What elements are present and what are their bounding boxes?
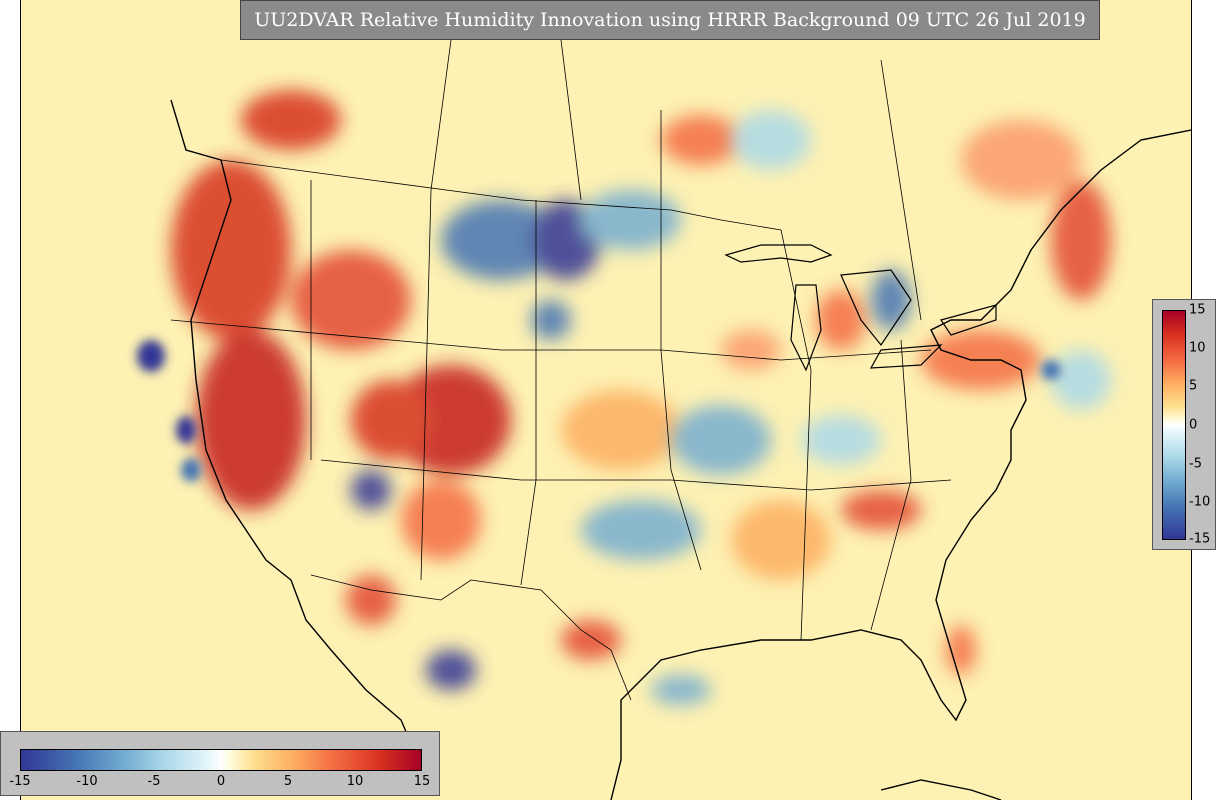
- vertical-colorbar-ramp: [1162, 310, 1186, 540]
- vertical-colorbar-tick: 0: [1189, 417, 1198, 433]
- horizontal-colorbar-tick: 0: [216, 774, 226, 789]
- vertical-colorbar-tick: 10: [1189, 340, 1206, 356]
- vertical-colorbar-tick: -10: [1189, 494, 1211, 510]
- horizontal-colorbar-ramp: [20, 749, 422, 771]
- positive-innovation-field: [171, 90, 1111, 675]
- vertical-colorbar-tick: -15: [1189, 531, 1211, 547]
- great-lakes: [724, 244, 997, 372]
- vertical-colorbar-tick: 15: [1189, 302, 1206, 318]
- horizontal-colorbar-tick: 5: [283, 774, 293, 789]
- horizontal-colorbar-tick: 15: [413, 774, 431, 789]
- horizontal-colorbar: -15 -10 -5 0 5 10 15: [0, 731, 440, 796]
- vertical-colorbar-tick: 5: [1189, 378, 1198, 394]
- horizontal-colorbar-tick: -5: [147, 774, 161, 789]
- horizontal-colorbar-tick: -15: [9, 774, 31, 789]
- political-borders: [170, 39, 952, 701]
- map-title: UU2DVAR Relative Humidity Innovation usi…: [240, 0, 1100, 40]
- negative-innovation-field: [351, 110, 1111, 705]
- vertical-colorbar: 15 10 5 0 -5 -10 -15: [1152, 299, 1216, 550]
- horizontal-colorbar-tick: 10: [346, 774, 364, 789]
- vertical-colorbar-tick: -5: [1189, 456, 1202, 472]
- horizontal-colorbar-tick: -10: [76, 774, 98, 789]
- coastal-negative-spots: [137, 340, 1061, 482]
- humidity-innovation-map: [21, 0, 1191, 800]
- map-panel: [20, 0, 1192, 800]
